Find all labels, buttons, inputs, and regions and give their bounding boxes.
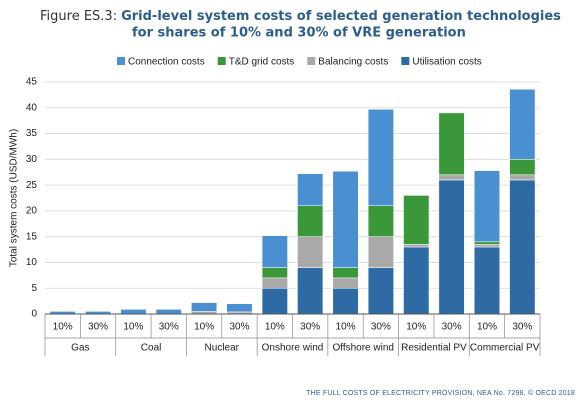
x-group-label: Commercial PV — [470, 343, 540, 354]
legend-label: Utilisation costs — [412, 57, 481, 68]
x-tick-label: 30% — [442, 322, 462, 333]
x-group-label: Nuclear — [205, 343, 240, 354]
bar-segment — [332, 170, 359, 268]
y-tick-label: 35 — [26, 128, 38, 139]
legend-swatch — [401, 57, 410, 65]
bar-segment — [261, 287, 288, 315]
bar-segment — [332, 287, 359, 315]
legend-label: Connection costs — [128, 57, 205, 68]
title-line: Grid-level system costs of selected gene… — [121, 9, 561, 24]
bar-segment — [297, 173, 324, 206]
bar-segment — [332, 267, 359, 279]
bar-segment — [297, 205, 324, 237]
x-group-label: Gas — [71, 343, 89, 354]
bar-segment — [509, 174, 536, 181]
y-tick-label: 5 — [31, 283, 37, 294]
y-tick-label: 40 — [26, 102, 38, 113]
bar-segment — [297, 236, 324, 268]
x-group-label: Coal — [141, 343, 162, 354]
y-tick-label: 30 — [26, 154, 38, 165]
footer: THE FULL COSTS OF ELECTRICITY PROVISION,… — [306, 389, 575, 397]
bar-segment — [473, 241, 500, 245]
bar-segment — [403, 244, 430, 248]
legend-label: Balancing costs — [318, 57, 388, 68]
y-tick-label: 15 — [26, 231, 38, 242]
y-tick-label: 10 — [26, 257, 38, 268]
bar-segment — [226, 303, 253, 313]
bar-segment — [261, 235, 288, 268]
bar-segment — [367, 236, 394, 268]
x-tick-label: 10% — [265, 322, 285, 333]
y-tick-label: 20 — [26, 206, 38, 217]
bar-segment — [261, 267, 288, 279]
bar-segment — [367, 109, 394, 206]
bar-segment — [191, 302, 218, 312]
bar-segment — [261, 277, 288, 289]
bar-segment — [297, 267, 324, 315]
x-tick-label: 10% — [336, 322, 356, 333]
bar-segment — [509, 159, 536, 176]
x-tick-label: 10% — [406, 322, 426, 333]
x-tick-label: 10% — [194, 322, 214, 333]
legend-swatch — [117, 57, 125, 65]
x-tick-label: 10% — [123, 322, 143, 333]
bar-segment — [438, 174, 465, 181]
x-group-label: Onshore wind — [262, 343, 324, 354]
bar-segment — [120, 309, 147, 315]
chart-title: Figure ES.3: Grid-level system costs of s… — [40, 9, 561, 24]
y-tick-label: 0 — [31, 309, 37, 320]
legend-swatch — [307, 57, 316, 65]
x-tick-label: 10% — [477, 322, 497, 333]
x-group-label: Residential PV — [401, 343, 467, 354]
bar-segment — [367, 267, 394, 315]
x-tick-label: 30% — [512, 322, 532, 333]
x-tick-label: 30% — [159, 322, 179, 333]
bar-segment — [403, 246, 430, 315]
bar-segment — [403, 195, 430, 245]
bar-segment — [332, 277, 359, 289]
y-tick-label: 25 — [26, 180, 38, 191]
x-tick-label: 30% — [300, 322, 320, 333]
bar-segment — [509, 179, 536, 315]
bar-segment — [473, 244, 500, 248]
legend-swatch — [217, 57, 226, 65]
y-axis-label: Total system costs (USD/MWh) — [9, 129, 20, 267]
y-tick-label: 45 — [26, 77, 38, 88]
bar-segment — [367, 205, 394, 237]
bar-segment — [473, 170, 500, 243]
x-tick-label: 30% — [88, 322, 108, 333]
bar-segment — [509, 88, 536, 160]
bar-segment — [473, 246, 500, 315]
bar-segment — [438, 112, 465, 176]
legend-label: T&D grid costs — [229, 57, 295, 68]
figure-label: Figure ES.3: — [40, 9, 117, 24]
x-tick-label: 30% — [371, 322, 391, 333]
bar-segment — [438, 179, 465, 315]
x-group-label: Offshore wind — [332, 343, 394, 354]
x-tick-label: 30% — [229, 322, 249, 333]
title-line: for shares of 10% and 30% of VRE generat… — [132, 26, 466, 41]
x-tick-label: 10% — [53, 322, 73, 333]
bar-segment — [155, 309, 182, 315]
